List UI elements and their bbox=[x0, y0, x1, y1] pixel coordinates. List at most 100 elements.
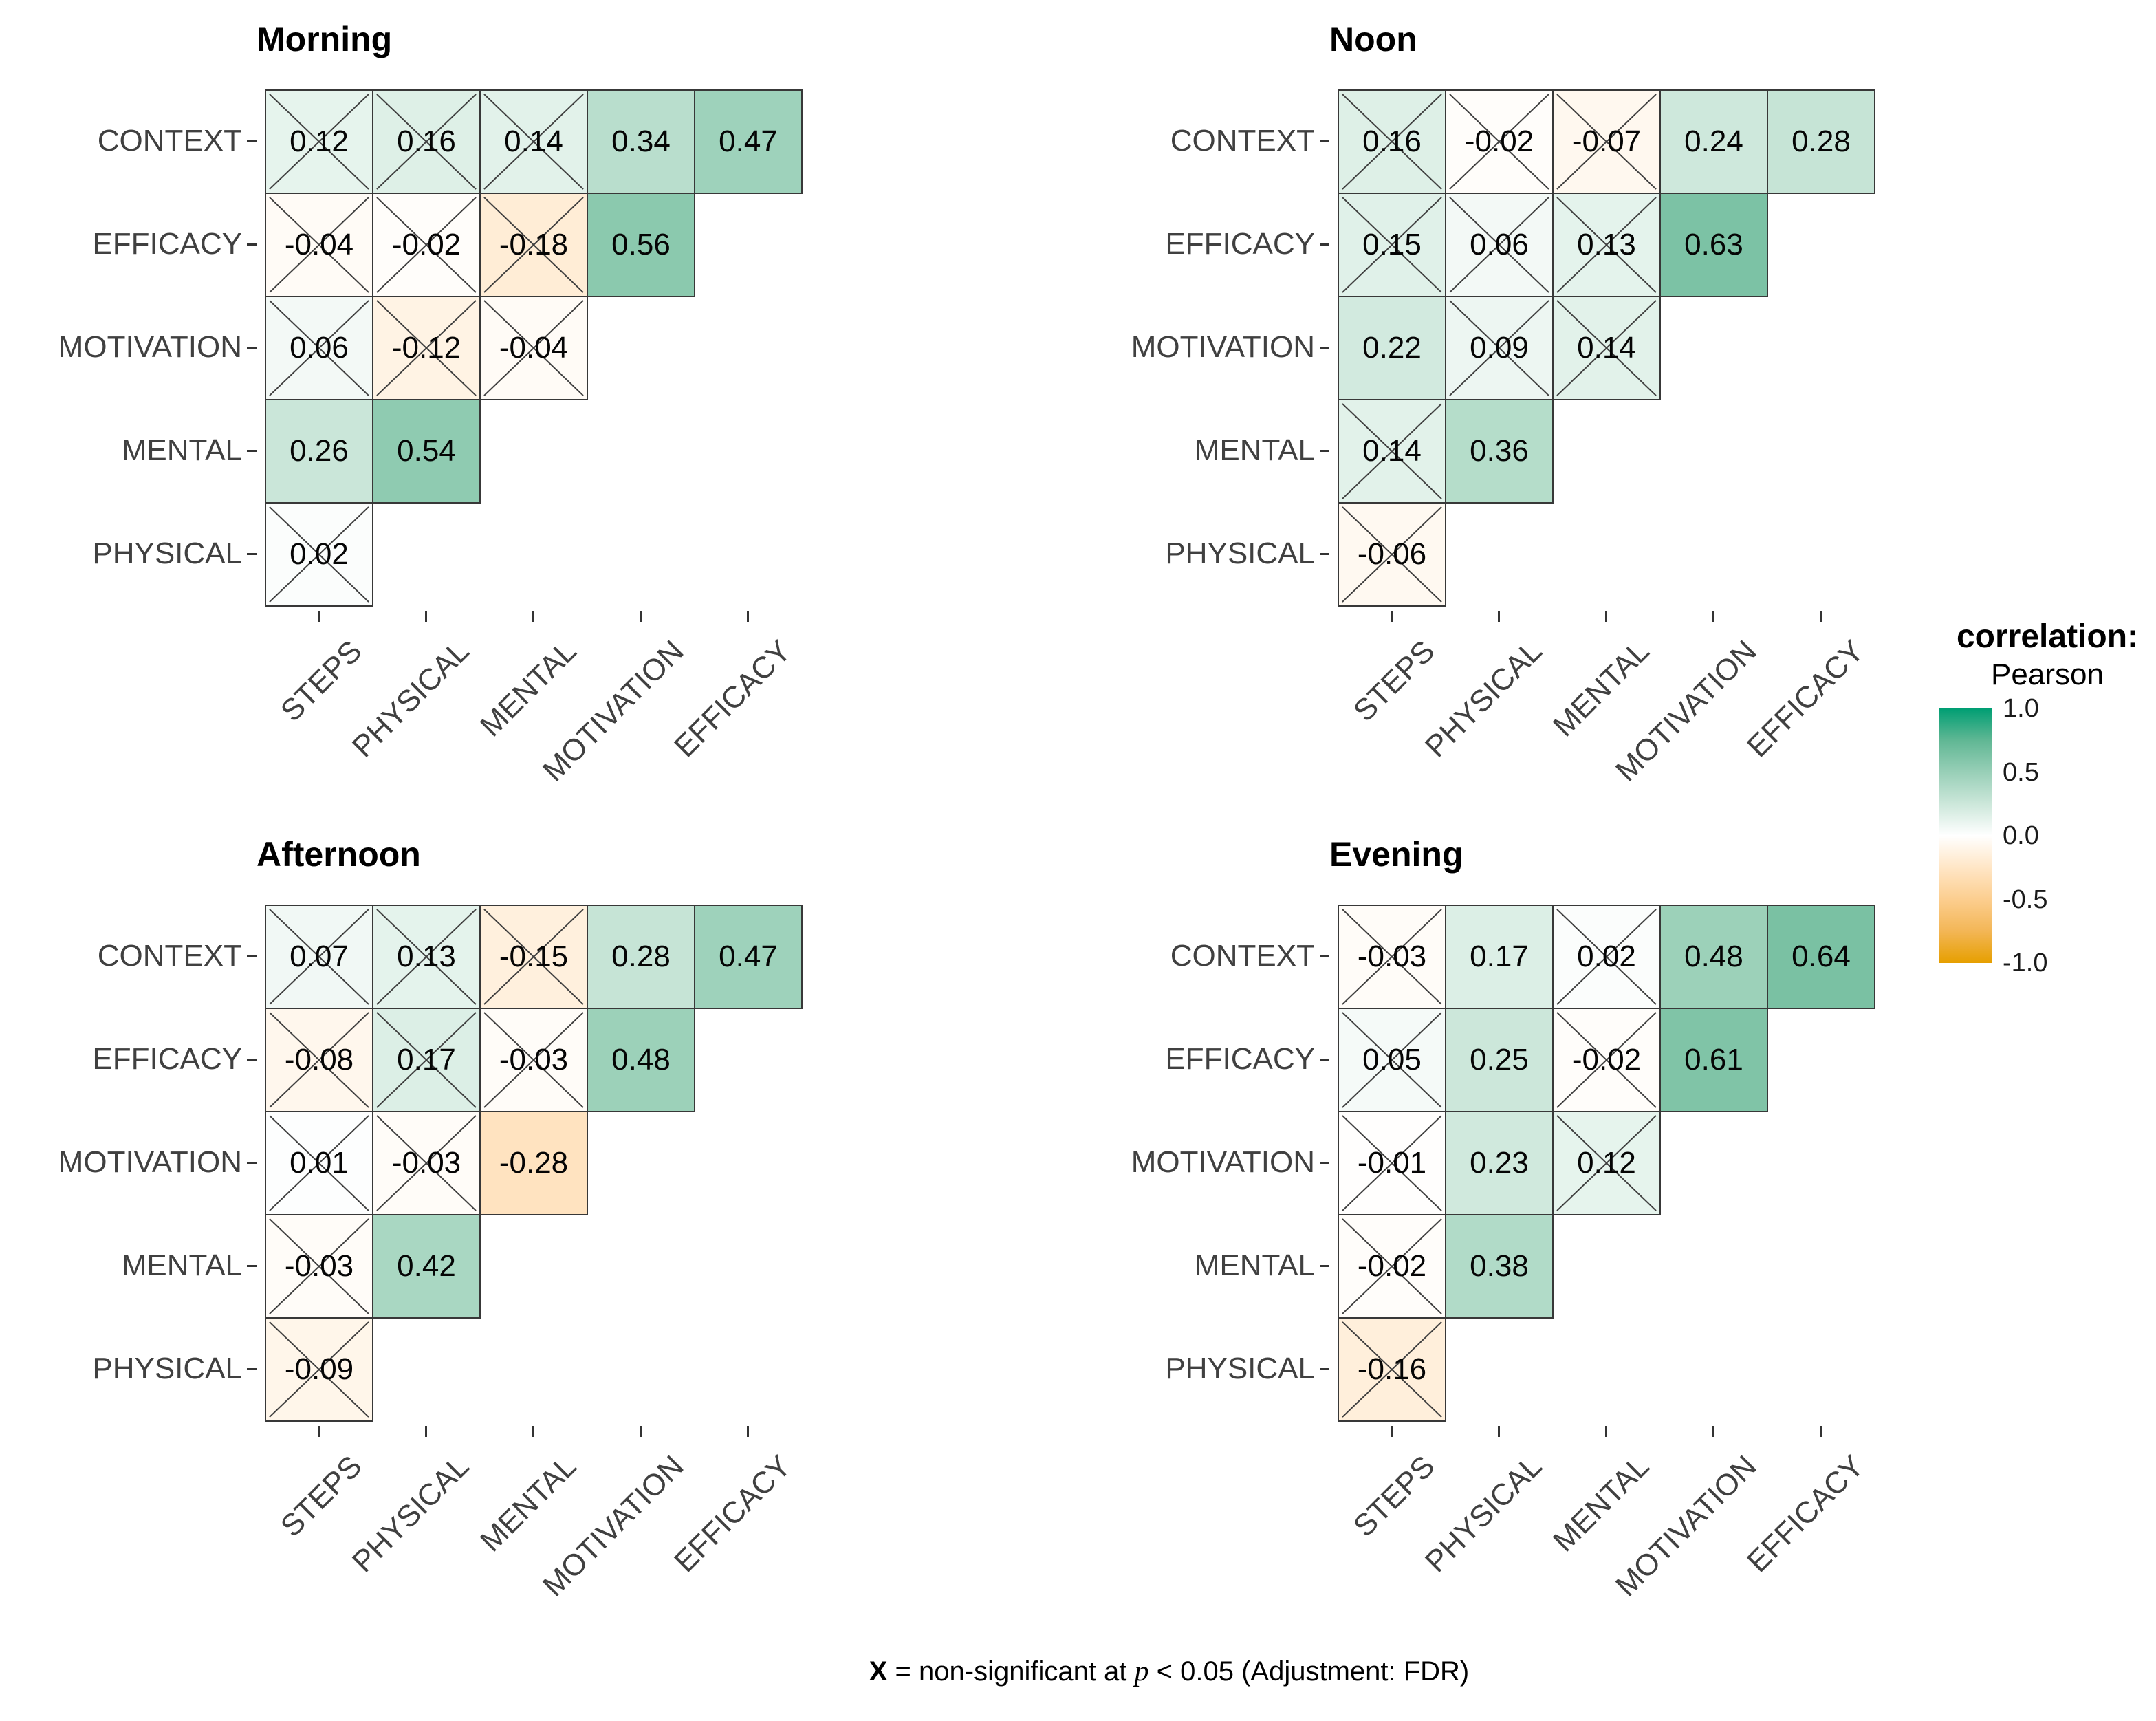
y-axis-tick bbox=[247, 1265, 257, 1267]
y-axis-tick bbox=[247, 553, 257, 555]
colorbar-tick-label: 1.0 bbox=[2003, 694, 2039, 723]
heatmap-cell: -0.12 bbox=[372, 296, 481, 400]
row-label-context: CONTEXT bbox=[1170, 124, 1315, 158]
x-axis-tick bbox=[1498, 611, 1500, 622]
x-axis-tick bbox=[1391, 611, 1393, 622]
cell-value: 0.64 bbox=[1792, 940, 1851, 973]
cell-value: -0.03 bbox=[1357, 940, 1427, 973]
heatmap-cell: 0.48 bbox=[1659, 905, 1768, 1009]
heatmap-cell: -0.02 bbox=[1552, 1008, 1661, 1112]
non-significant-x-icon bbox=[376, 1115, 477, 1211]
panel-title-morning: Morning bbox=[257, 20, 393, 58]
non-significant-x-icon bbox=[1556, 197, 1657, 293]
heatmap-cell: 0.07 bbox=[265, 905, 373, 1009]
y-axis-tick bbox=[247, 243, 257, 246]
y-axis-tick bbox=[1320, 955, 1329, 957]
cell-value: 0.06 bbox=[290, 331, 349, 365]
non-significant-x-icon bbox=[483, 94, 584, 190]
non-significant-x-icon bbox=[269, 1115, 369, 1211]
row-label-efficacy: EFFICACY bbox=[92, 1042, 242, 1076]
y-axis-tick bbox=[1320, 553, 1329, 555]
cell-value: -0.02 bbox=[1464, 125, 1534, 158]
cell-value: 0.02 bbox=[290, 537, 349, 571]
x-axis-tick bbox=[532, 611, 534, 622]
heatmap-cell: 0.17 bbox=[1445, 905, 1554, 1009]
non-significant-x-icon bbox=[483, 300, 584, 396]
heatmap-cell: 0.13 bbox=[1552, 193, 1661, 297]
x-axis-tick bbox=[318, 611, 320, 622]
heatmap-cell: -0.04 bbox=[479, 296, 588, 400]
y-axis-tick bbox=[1320, 140, 1329, 142]
cell-value: -0.08 bbox=[284, 1043, 354, 1076]
non-significant-x-icon bbox=[1342, 197, 1442, 293]
non-significant-x-icon bbox=[376, 1012, 477, 1108]
cell-value: 0.26 bbox=[290, 434, 349, 468]
cell-value: -0.02 bbox=[391, 228, 461, 261]
y-axis-tick bbox=[247, 955, 257, 957]
caption-text-end: < 0.05 (Adjustment: FDR) bbox=[1148, 1656, 1470, 1687]
non-significant-x-icon bbox=[1449, 94, 1549, 190]
colorbar-tick-label: -1.0 bbox=[2003, 949, 2048, 977]
non-significant-x-icon bbox=[1556, 94, 1657, 190]
row-label-mental: MENTAL bbox=[121, 433, 242, 467]
cell-value: -0.03 bbox=[391, 1146, 461, 1180]
cell-value: 0.02 bbox=[1577, 940, 1636, 973]
y-axis-tick bbox=[1320, 1368, 1329, 1370]
non-significant-x-icon bbox=[376, 300, 477, 396]
panel-title-afternoon: Afternoon bbox=[257, 835, 421, 874]
heatmap-cell: 0.06 bbox=[265, 296, 373, 400]
row-label-physical: PHYSICAL bbox=[1165, 537, 1315, 570]
cell-value: -0.16 bbox=[1357, 1352, 1427, 1386]
row-label-physical: PHYSICAL bbox=[1165, 1352, 1315, 1385]
cell-value: 0.38 bbox=[1470, 1249, 1529, 1283]
row-label-physical: PHYSICAL bbox=[92, 537, 242, 570]
heatmap-cell: 0.38 bbox=[1445, 1214, 1554, 1319]
cell-value: 0.06 bbox=[1470, 228, 1529, 261]
heatmap-cell: 0.25 bbox=[1445, 1008, 1554, 1112]
y-axis-tick bbox=[1320, 1059, 1329, 1061]
heatmap-cell: 0.14 bbox=[479, 89, 588, 194]
heatmap-cell: 0.22 bbox=[1338, 296, 1446, 400]
cell-value: 0.12 bbox=[290, 125, 349, 158]
caption-text: = non-significant at bbox=[887, 1656, 1135, 1687]
heatmap-cell: -0.06 bbox=[1338, 502, 1446, 607]
row-label-motivation: MOTIVATION bbox=[1131, 330, 1315, 364]
y-axis-tick bbox=[1320, 1162, 1329, 1164]
row-label-context: CONTEXT bbox=[97, 939, 242, 973]
cell-value: 0.14 bbox=[1577, 331, 1636, 365]
cell-value: 0.47 bbox=[719, 940, 778, 973]
heatmap-cell: 0.16 bbox=[372, 89, 481, 194]
cell-value: -0.03 bbox=[499, 1043, 569, 1076]
x-axis-tick bbox=[1820, 611, 1822, 622]
cell-value: 0.07 bbox=[290, 940, 349, 973]
colorbar-tick-label: 0.0 bbox=[2003, 821, 2039, 850]
x-axis-tick bbox=[1498, 1426, 1500, 1437]
heatmap-cell: 0.16 bbox=[1338, 89, 1446, 194]
non-significant-x-icon bbox=[269, 197, 369, 293]
heatmap-cell: -0.03 bbox=[1338, 905, 1446, 1009]
heatmap-cell: -0.03 bbox=[479, 1008, 588, 1112]
heatmap-cell: -0.28 bbox=[479, 1111, 588, 1215]
heatmap-cell: -0.16 bbox=[1338, 1317, 1446, 1422]
non-significant-x-icon bbox=[1556, 909, 1657, 1005]
heatmap-cell: 0.23 bbox=[1445, 1111, 1554, 1215]
caption-p-symbol: p bbox=[1134, 1656, 1149, 1687]
x-axis-tick bbox=[425, 611, 427, 622]
heatmap-cell: 0.02 bbox=[265, 502, 373, 607]
y-axis-tick bbox=[247, 1162, 257, 1164]
legend-title: correlation: bbox=[1956, 618, 2139, 655]
legend-subtitle: Pearson bbox=[1991, 658, 2104, 691]
panel-title-noon: Noon bbox=[1329, 20, 1417, 58]
cell-value: -0.07 bbox=[1571, 125, 1642, 158]
heatmap-cell: -0.09 bbox=[265, 1317, 373, 1422]
non-significant-x-icon bbox=[483, 1012, 584, 1108]
cell-value: 0.17 bbox=[1470, 940, 1529, 973]
x-axis-tick bbox=[1391, 1426, 1393, 1437]
cell-value: 0.24 bbox=[1684, 125, 1743, 158]
heatmap-cell: 0.64 bbox=[1767, 905, 1875, 1009]
x-axis-tick bbox=[1605, 1426, 1607, 1437]
row-label-mental: MENTAL bbox=[121, 1248, 242, 1282]
panel-title-evening: Evening bbox=[1329, 835, 1463, 874]
non-significant-x-icon bbox=[269, 1012, 369, 1108]
